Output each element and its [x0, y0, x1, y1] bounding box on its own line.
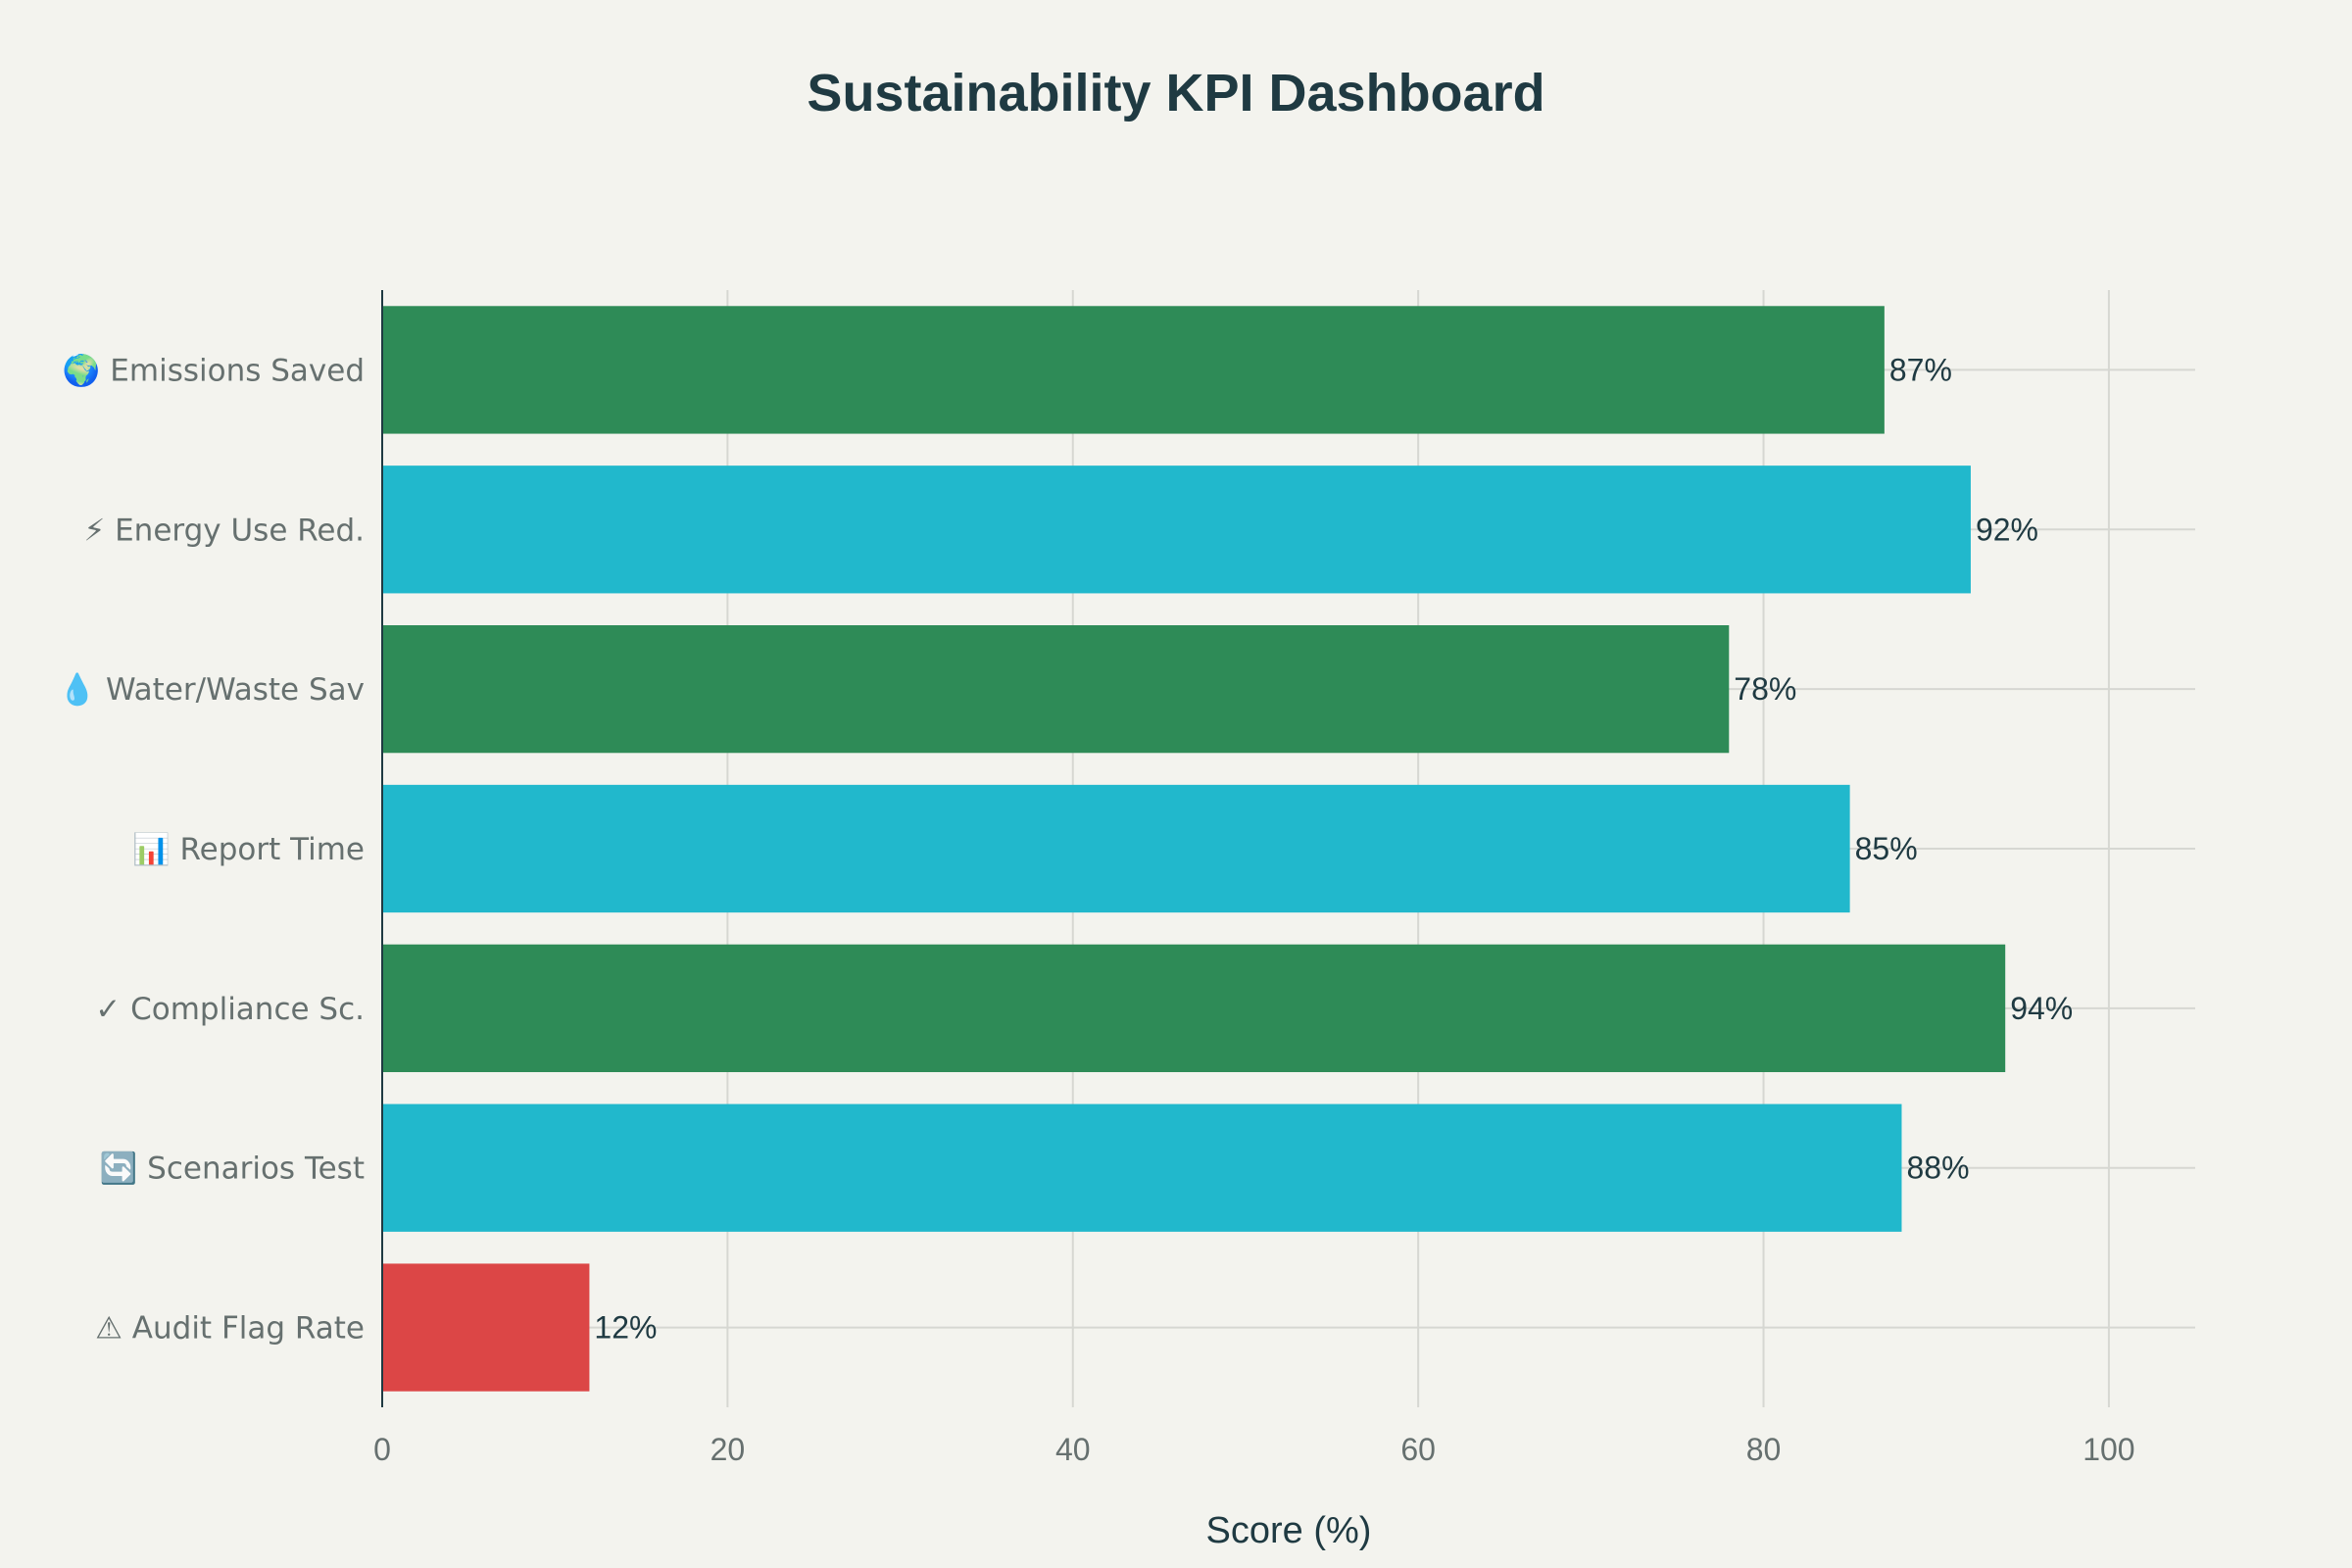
data-label: 94%: [2010, 991, 2073, 1026]
data-label: 78%: [1734, 671, 1796, 707]
y-tick-label: 📊 Report Time: [132, 831, 365, 867]
chart-title: Sustainability KPI Dashboard: [807, 64, 1544, 122]
x-tick-label: 60: [1400, 1432, 1436, 1467]
bar[interactable]: [382, 625, 1730, 754]
bar[interactable]: [382, 1103, 1902, 1232]
y-tick-label: ⚡ Energy Use Red.: [83, 513, 365, 548]
x-tick-label: 0: [373, 1432, 391, 1467]
data-label: 87%: [1889, 352, 1952, 387]
x-tick-label: 20: [710, 1432, 746, 1467]
data-label: 12%: [594, 1310, 657, 1346]
data-label: 85%: [1855, 831, 1918, 866]
x-tick-label: 100: [2082, 1432, 2134, 1467]
bar[interactable]: [382, 944, 2006, 1072]
y-tick-label: ⚠ Audit Flag Rate: [95, 1311, 365, 1347]
y-tick-label: 💧 Water/Waste Sav: [59, 671, 365, 708]
bar[interactable]: [382, 466, 1971, 594]
bar-layer: [382, 306, 2006, 1392]
y-tick-label: 🔄 Scenarios Test: [100, 1151, 365, 1187]
bar[interactable]: [382, 784, 1850, 913]
y-tick-label: 🌍 Emissions Saved: [63, 352, 365, 388]
x-axis-title: Score (%): [1206, 1510, 1372, 1551]
label-layer: 0 20 40 60 80 100 87% 🌍 Emissions Saved 92% ⚡ Ene…: [59, 352, 2135, 1467]
x-tick-label: 80: [1746, 1432, 1782, 1467]
data-label: 88%: [1906, 1151, 1969, 1186]
data-label: 92%: [1976, 512, 2038, 547]
bar[interactable]: [382, 1263, 590, 1392]
x-tick-label: 40: [1055, 1432, 1091, 1467]
bar[interactable]: [382, 306, 1885, 434]
y-tick-label: ✓ Compliance Sc.: [95, 992, 365, 1027]
